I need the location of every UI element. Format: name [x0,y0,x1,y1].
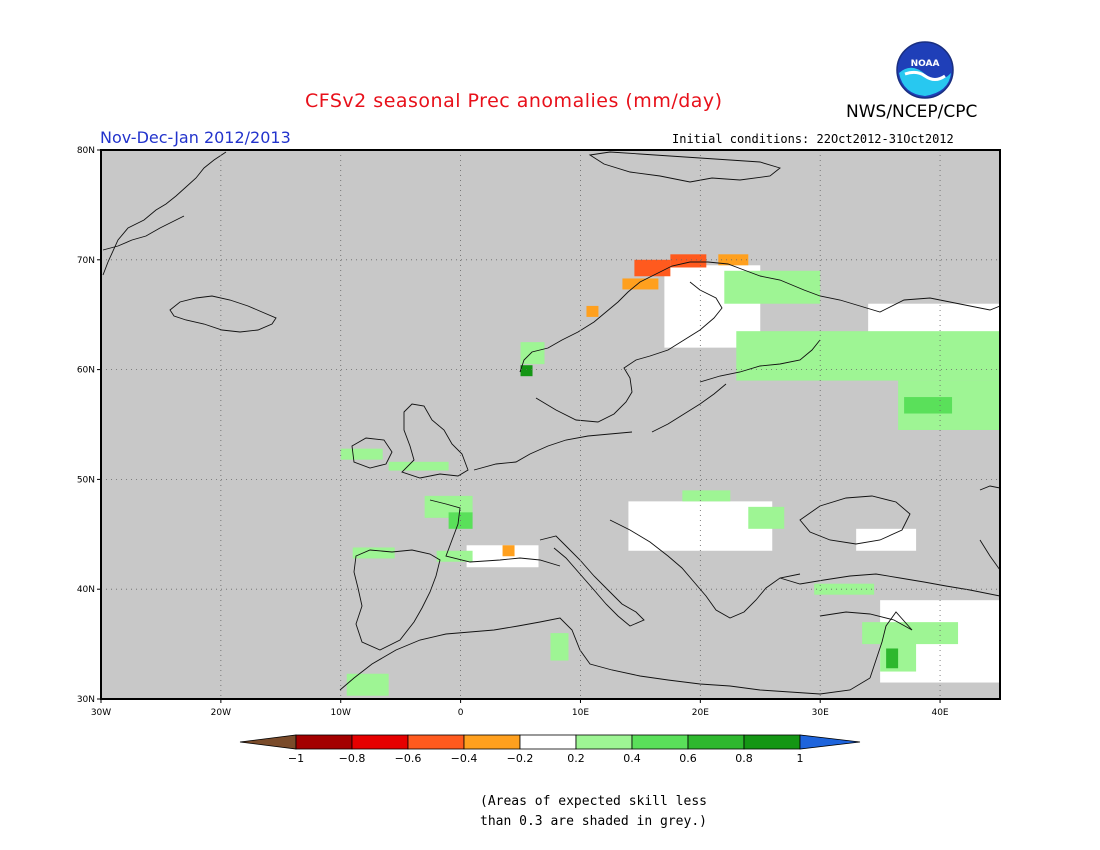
anomaly-cell [886,648,899,669]
legend-label: 0.8 [735,752,753,765]
legend-swatch [631,734,689,750]
noaa-logo: NOAA [896,41,954,99]
coastline-ireland [351,437,393,469]
anomaly-cell [682,490,731,502]
legend-swatch [407,734,465,750]
anomaly-cell [748,506,785,529]
coastline-levant [869,611,913,679]
anomaly-cell [388,461,449,471]
legend-label: 0.4 [623,752,641,765]
legend-label: −0.4 [451,752,478,765]
coastline-black-sea [799,495,911,545]
coastline-iceland [169,295,277,333]
neutral-area [856,528,917,551]
lat-tick-label: 50N [77,475,95,485]
legend-label: −0.2 [507,752,534,765]
lon-tick-label: 40E [931,708,948,718]
lon-tick-label: 10W [331,708,351,718]
anomaly-cells-layer [340,254,1000,696]
anomaly-cell [904,397,953,414]
coastline-scandinavia-east [535,281,723,423]
coastline-italy [539,535,645,627]
skill-note-line-2: than 0.3 are shaded in grey.) [480,814,707,829]
precip-anomaly-map: 30W 20W 10W 0 10E 20E 30E 40E 80N 70N 60N 50N 40N 30N [77,146,1001,718]
anomaly-cell [550,633,569,661]
skill-note-line-1: (Areas of expected skill less [480,794,707,809]
noaa-logo-text: NOAA [911,59,940,69]
legend-label: 0.6 [679,752,697,765]
lat-tick-label: 80N [77,146,95,156]
anomaly-cell [718,254,749,266]
anomaly-cell [814,583,875,595]
anomaly-cell [340,448,383,460]
coastline-europe-west [429,431,633,567]
anomaly-cell [724,270,821,304]
anomaly-cell [520,365,533,377]
lon-tick-label: 20W [211,708,231,718]
legend-swatch [295,734,353,750]
anomaly-cell [502,545,515,557]
axis-ticks: 30W 20W 10W 0 10E 20E 30E 40E 80N 70N 60N 50N 40N 30N [77,146,949,718]
anomaly-cell [352,547,395,559]
coastline-svalbard [588,151,781,183]
neutral-area [466,545,539,568]
low-skill-background [101,150,1000,699]
legend-label: 1 [797,752,804,765]
legend-swatch [575,734,633,750]
coastline-turkey [779,573,1000,631]
anomaly-cell [634,259,671,277]
anomaly-cell [436,550,473,562]
anomaly-cell [346,673,389,696]
lon-tick-label: 30W [91,708,111,718]
anomaly-cell [880,638,917,672]
lat-tick-label: 60N [77,366,95,376]
lat-tick-label: 70N [77,256,95,266]
legend-swatch [687,734,745,750]
anomaly-cell [736,331,1000,381]
lon-tick-label: 10E [572,708,589,718]
lat-tick-label: 40N [77,585,95,595]
coastline-caspian [979,485,1000,571]
coastline-norway [519,261,761,373]
anomaly-cell [622,278,659,290]
coastline-britain [401,403,469,479]
map-title: CFSv2 seasonal Prec anomalies (mm/day) [305,90,723,112]
legend-arrow-high [799,734,861,750]
anomaly-cell [586,305,599,317]
map-frame [100,149,1001,700]
coastline-russia-north [759,275,1000,313]
coastline-iberia [353,549,441,651]
legend-swatch [519,734,577,750]
legend-label: 0.2 [567,752,585,765]
coastlines [102,151,1000,695]
initial-conditions: Initial conditions: 22Oct2012-31Oct2012 [672,132,954,146]
legend-swatch [463,734,521,750]
skill-note: (Areas of expected skill less than 0.3 a… [480,792,707,832]
lon-tick-label: 30E [812,708,829,718]
colorbar-legend: −1 −0.8 −0.6 −0.4 −0.2 0.2 0.4 0.6 0.8 1 [239,734,861,765]
neutral-area [628,501,773,551]
legend-arrow-low [239,734,297,750]
lon-tick-label: 20E [692,708,709,718]
legend-label: −1 [288,752,304,765]
legend-swatch [351,734,409,750]
coastline-greenland [102,151,227,276]
lon-tick-label: 0 [458,708,464,718]
legend-label: −0.6 [395,752,422,765]
coastline-north-africa [339,617,871,695]
coastline-baltic [651,339,821,433]
lat-tick-label: 30N [77,695,95,705]
anomaly-cell [520,342,545,365]
legend-label: −0.8 [339,752,366,765]
legend-swatch [743,734,801,750]
forecast-period: Nov-Dec-Jan 2012/2013 [100,128,291,147]
coastline-balkans-greece [609,519,801,619]
agency-label: NWS/NCEP/CPC [846,102,978,122]
